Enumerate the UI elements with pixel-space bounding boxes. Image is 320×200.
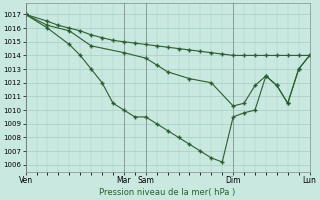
X-axis label: Pression niveau de la mer( hPa ): Pression niveau de la mer( hPa ) (100, 188, 236, 197)
